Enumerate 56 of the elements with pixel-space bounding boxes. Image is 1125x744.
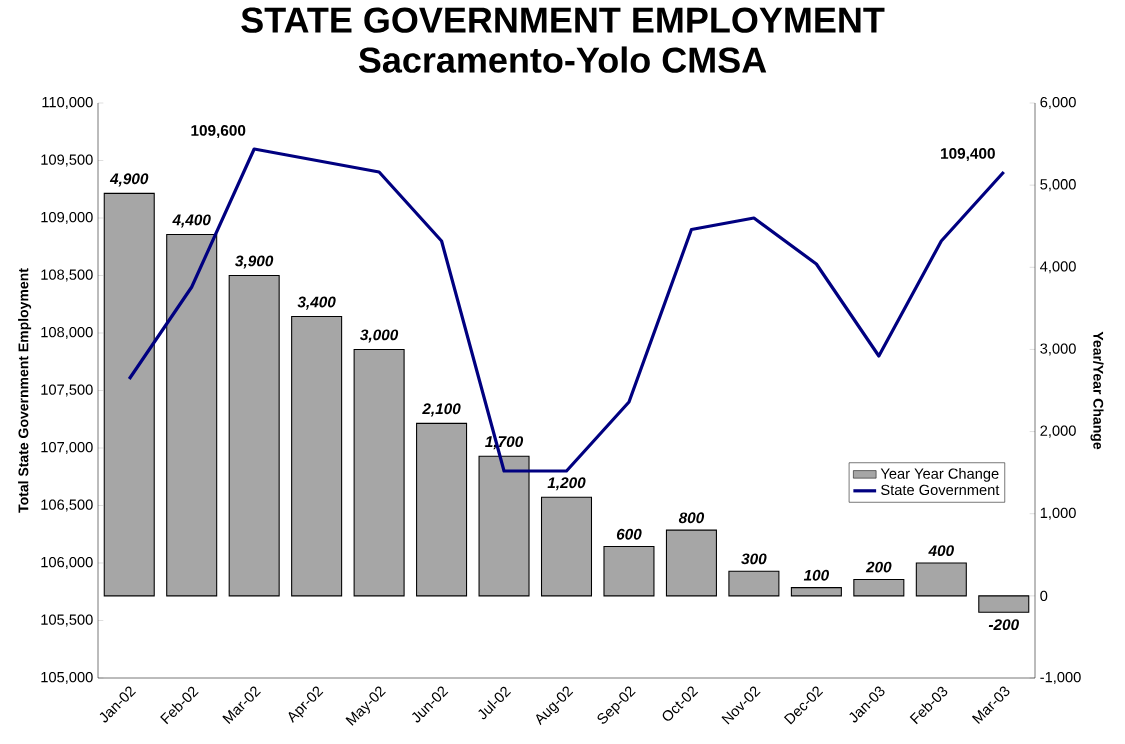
chart-title: STATE GOVERNMENT EMPLOYMENT xyxy=(241,7,885,33)
data-label: 100 xyxy=(803,569,830,581)
data-label: 3,400 xyxy=(297,296,336,310)
y-tick-label: 108,500 xyxy=(41,269,93,282)
y2-tick-label: 0 xyxy=(1040,590,1048,602)
data-label: 4,900 xyxy=(109,173,149,187)
y-tick-label: 109,500 xyxy=(41,154,93,167)
data-label: 109,400 xyxy=(941,147,995,162)
y-tick-label: 110,000 xyxy=(42,96,93,110)
data-label: 200 xyxy=(865,561,892,573)
data-label: 300 xyxy=(741,553,767,565)
y2-tick-label: 4,000 xyxy=(1040,261,1076,274)
y-tick-label: 105,000 xyxy=(41,671,93,685)
y-tick-label: 107,000 xyxy=(41,441,93,455)
y-tick-label: 108,000 xyxy=(41,326,93,340)
bar xyxy=(291,316,343,597)
y-tick-label: 109,000 xyxy=(41,211,93,225)
chart-subtitle: Sacramento-Yolo CMSA xyxy=(358,46,767,73)
y-axis-title: Total State Government Employment xyxy=(18,268,32,513)
data-label: 4,400 xyxy=(172,214,211,228)
bar xyxy=(166,233,218,597)
bar xyxy=(540,496,593,597)
data-label: -200 xyxy=(988,619,1019,631)
y2-tick-label: 2,000 xyxy=(1040,425,1076,438)
bar xyxy=(478,455,530,597)
bar xyxy=(978,595,1030,613)
data-label: 1,200 xyxy=(547,477,586,491)
y-tick-label: 106,000 xyxy=(41,556,93,570)
bar xyxy=(603,546,655,597)
bar xyxy=(790,587,842,597)
data-label: 3,900 xyxy=(235,255,274,269)
y-tick-label: 105,500 xyxy=(41,614,93,627)
bar xyxy=(665,529,717,597)
legend-label: Year Year Change xyxy=(880,468,999,482)
data-label: 109,600 xyxy=(191,124,246,139)
bar xyxy=(228,274,280,597)
data-label: 2,100 xyxy=(422,403,461,417)
bar xyxy=(103,192,155,597)
data-label: 800 xyxy=(678,512,705,524)
y-tick-label: 106,500 xyxy=(41,499,93,512)
data-label: 3,000 xyxy=(360,329,399,343)
legend-label: State Government xyxy=(881,484,1000,496)
y2-tick-label: 5,000 xyxy=(1040,179,1076,192)
y-tick-label: 107,500 xyxy=(41,384,93,397)
y2-tick-label: 1,000 xyxy=(1040,507,1076,520)
bar xyxy=(915,562,967,597)
bar xyxy=(353,348,405,597)
y2-axis-title: Year/Year Change xyxy=(1090,331,1104,450)
y2-tick-label: -1,000 xyxy=(1040,671,1081,685)
bar xyxy=(853,578,905,597)
y2-tick-label: 6,000 xyxy=(1040,96,1076,110)
y2-tick-label: 3,000 xyxy=(1040,343,1076,356)
data-label: 600 xyxy=(616,528,642,540)
bar xyxy=(416,422,468,597)
data-label: 400 xyxy=(928,545,954,557)
bar xyxy=(728,570,780,597)
